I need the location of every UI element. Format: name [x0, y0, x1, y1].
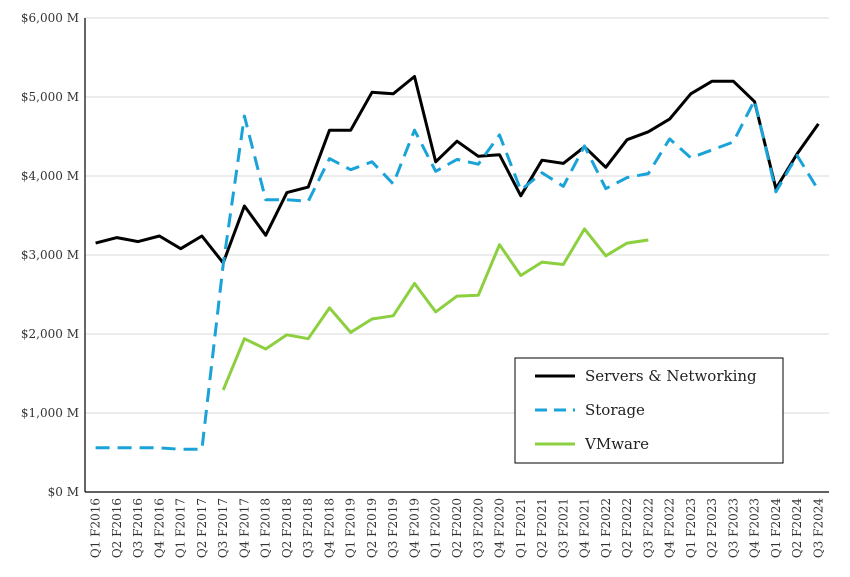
x-tick-label: Q1 F2024: [769, 498, 783, 559]
x-tick-label: Q1 F2019: [344, 498, 358, 558]
x-tick-label: Q4 F2023: [748, 498, 762, 558]
legend: Servers & Networking Storage VMware: [514, 357, 784, 464]
x-tick-label: Q2 F2021: [535, 498, 549, 558]
y-tick-label: $4,000 M: [21, 169, 79, 183]
y-tick-label: $5,000 M: [21, 90, 79, 104]
x-tick-label: Q1 F2023: [684, 498, 698, 558]
legend-label: Storage: [585, 401, 645, 419]
x-tick-label: Q3 F2022: [641, 498, 655, 558]
x-tick-label: Q4 F2016: [152, 498, 166, 558]
x-tick-label: Q4 F2018: [322, 498, 336, 558]
x-tick-label: Q3 F2017: [216, 498, 230, 558]
gridlines: [85, 17, 829, 414]
x-tick-label: Q1 F2022: [599, 498, 613, 558]
x-tick-label: Q3 F2019: [386, 498, 400, 558]
x-tick-label: Q2 F2022: [620, 498, 634, 558]
legend-label: Servers & Networking: [585, 367, 757, 385]
x-tick-label: Q2 F2016: [110, 498, 124, 558]
series-line-servers-networking: [95, 75, 820, 265]
y-tick-label: $3,000 M: [21, 248, 79, 262]
x-tick-label: Q2 F2018: [280, 498, 294, 558]
x-axis: Q1 F2016 Q2 F2016 Q3 F2016 Q4 F2016 Q1 F2017…: [85, 491, 829, 559]
y-tick-label: $0 M: [48, 485, 79, 499]
y-axis: $0 M $1,000 M $2,000 M $3,000 M $4,000 M $5,0…: [21, 11, 86, 499]
x-tick-label: Q2 F2024: [790, 498, 804, 559]
x-tick-label: Q1 F2021: [514, 498, 528, 558]
x-tick-label: Q3 F2021: [556, 498, 570, 558]
y-tick-label: $6,000 M: [21, 11, 79, 25]
x-tick-label: Q3 F2020: [471, 498, 485, 558]
y-tick-label: $2,000 M: [21, 327, 79, 341]
legend-label: VMware: [584, 435, 649, 453]
x-tick-label: Q1 F2017: [174, 498, 188, 558]
y-tick-label: $1,000 M: [21, 406, 79, 420]
x-tick-label: Q3 F2016: [131, 498, 145, 558]
x-tick-label: Q3 F2024: [811, 498, 825, 559]
x-tick-label: Q1 F2020: [429, 498, 443, 558]
x-tick-label: Q2 F2020: [450, 498, 464, 558]
x-tick-label: Q2 F2017: [195, 498, 209, 558]
x-tick-label: Q4 F2022: [663, 498, 677, 558]
series-line-storage: [95, 98, 820, 451]
x-tick-label: Q4 F2017: [237, 498, 251, 558]
x-tick-label: Q3 F2023: [726, 498, 740, 558]
x-tick-label: Q3 F2018: [301, 498, 315, 558]
x-tick-label: Q2 F2023: [705, 498, 719, 558]
x-tick-label: Q1 F2018: [259, 498, 273, 558]
x-tick-label: Q1 F2016: [89, 498, 103, 558]
series-line-vmware: [221, 227, 649, 391]
series-lines: [95, 75, 820, 451]
x-tick-label: Q2 F2019: [365, 498, 379, 558]
x-tick-label: Q4 F2020: [493, 498, 507, 558]
x-tick-label: Q4 F2019: [407, 498, 421, 558]
x-tick-label: Q4 F2021: [578, 498, 592, 558]
